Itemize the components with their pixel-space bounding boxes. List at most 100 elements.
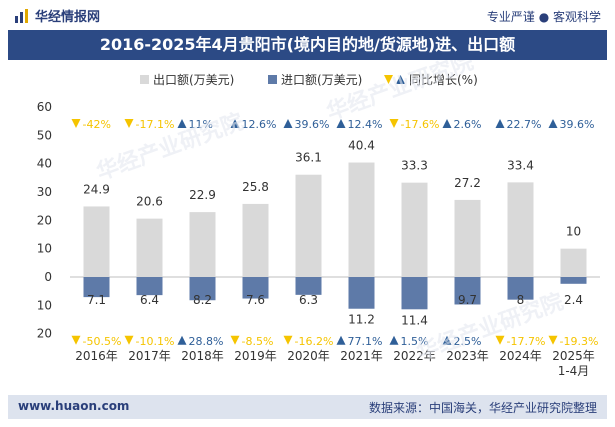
growth-down-icon bbox=[230, 335, 240, 345]
data-labels: 24.9 7.1 20.6 6.4 22.9 8.2 25.8 7.6 36.1 6.3 40.4 1… bbox=[83, 139, 583, 328]
export-growth-label: 12.4% bbox=[348, 118, 383, 131]
chart: 出口额(万美元) 进口额(万美元) 同比增长(%) 6050403020100102… bbox=[37, 60, 600, 378]
y-tick-label: 50 bbox=[37, 128, 52, 142]
growth-up-icon bbox=[336, 119, 346, 128]
growth-down-icon bbox=[389, 119, 399, 128]
y-tick-label: 0 bbox=[44, 270, 52, 284]
y-tick-label: 40 bbox=[37, 157, 52, 171]
import-bar bbox=[83, 277, 110, 298]
import-bar bbox=[295, 277, 322, 295]
y-tick-label: 20 bbox=[37, 327, 52, 341]
footer-source: 数据来源：中国海关，华经产业研究院整理 bbox=[368, 401, 597, 415]
export-bar bbox=[295, 174, 322, 277]
export-growth-label: -42% bbox=[83, 118, 111, 131]
import-value-label: 11.2 bbox=[348, 313, 375, 327]
import-growth-label: 77.1% bbox=[348, 335, 383, 348]
export-bar bbox=[189, 212, 216, 277]
chart-title: 2016-2025年4月贵阳市(境内目的地/货源地)进、出口额 bbox=[8, 30, 607, 60]
export-bar bbox=[242, 203, 269, 277]
y-tick-label: 30 bbox=[37, 185, 52, 199]
export-growth-label: -17.1% bbox=[136, 118, 175, 131]
legend-label-import: 进口额(万美元) bbox=[281, 73, 362, 87]
legend-label-export: 出口额(万美元) bbox=[153, 73, 234, 87]
import-growth-label: -50.5% bbox=[83, 335, 122, 348]
x-tick-label: 1-4月 bbox=[558, 364, 590, 378]
legend: 出口额(万美元) 进口额(万美元) 同比增长(%) bbox=[140, 73, 478, 87]
x-axis: 2016年 2017年 2018年 2019年 2020年 2021年 2022年 2023年… bbox=[75, 349, 595, 378]
footer-url[interactable]: www.huaon.com bbox=[18, 399, 130, 413]
growth-up-icon bbox=[442, 335, 452, 345]
import-bar bbox=[242, 277, 269, 299]
import-value-label: 8 bbox=[517, 293, 525, 307]
growth-down-icon bbox=[548, 335, 558, 345]
brand-name: 华经情报网 bbox=[35, 10, 101, 25]
y-tick-label: 10 bbox=[37, 298, 52, 312]
import-bar bbox=[454, 277, 481, 305]
footer: www.huaon.com 数据来源：中国海关，华经产业研究院整理 bbox=[8, 395, 607, 419]
import-growth-label: -8.5% bbox=[242, 335, 274, 348]
import-growth-label: -17.7% bbox=[507, 335, 546, 348]
export-value-label: 40.4 bbox=[348, 139, 375, 153]
y-tick-label: 20 bbox=[37, 213, 52, 227]
import-value-label: 9.7 bbox=[458, 293, 477, 307]
export-bar bbox=[454, 199, 481, 277]
bars bbox=[83, 162, 587, 310]
x-tick-label: 2023年 bbox=[446, 349, 489, 363]
export-growth-label: 2.6% bbox=[454, 118, 482, 131]
x-tick-label: 2020年 bbox=[287, 349, 330, 363]
export-growth-label: 22.7% bbox=[507, 118, 542, 131]
import-growth-label: -16.2% bbox=[295, 335, 334, 348]
growth-down-icon bbox=[124, 335, 134, 345]
import-growth-label: -10.1% bbox=[136, 335, 175, 348]
watermark-text: 华经产业研究院 bbox=[323, 60, 477, 126]
legend-label-growth: 同比增长(%) bbox=[409, 73, 478, 87]
export-growth-label: 39.6% bbox=[295, 118, 330, 131]
legend-swatch-down bbox=[384, 75, 393, 84]
import-value-label: 2.4 bbox=[564, 293, 583, 307]
import-bar bbox=[136, 277, 163, 296]
export-value-label: 25.8 bbox=[242, 180, 269, 194]
import-value-label: 11.4 bbox=[401, 313, 428, 327]
export-bar bbox=[560, 248, 587, 277]
brand-logo[interactable]: 华经情报网 bbox=[14, 6, 100, 25]
export-bar bbox=[348, 162, 375, 277]
export-value-label: 36.1 bbox=[295, 151, 322, 165]
import-growth-label: 2.5% bbox=[454, 335, 482, 348]
import-value-label: 8.2 bbox=[193, 293, 212, 307]
growth-up-icon bbox=[177, 335, 187, 345]
export-value-label: 24.9 bbox=[83, 182, 110, 196]
brand-logo-icon bbox=[15, 8, 28, 23]
export-value-label: 33.4 bbox=[507, 158, 534, 172]
import-bar bbox=[560, 277, 587, 284]
x-tick-label: 2022年 bbox=[393, 349, 436, 363]
growth-up-icon bbox=[283, 119, 293, 128]
import-growth-label: 28.8% bbox=[189, 335, 224, 348]
growth-up-icon bbox=[548, 119, 558, 128]
growth-down-icon bbox=[71, 119, 81, 128]
x-tick-label: 2019年 bbox=[234, 349, 277, 363]
import-value-label: 7.6 bbox=[246, 293, 265, 307]
x-tick-label: 2017年 bbox=[128, 349, 171, 363]
export-value-label: 27.2 bbox=[454, 176, 481, 190]
export-growth-label: -17.6% bbox=[401, 118, 440, 131]
x-tick-label: 2025年 bbox=[552, 349, 595, 363]
tagline: 专业严谨 ● 客观科学 bbox=[486, 10, 601, 24]
legend-swatch-import bbox=[268, 75, 277, 84]
x-tick-label: 2018年 bbox=[181, 349, 224, 363]
watermark-text: 华经产业研究院 bbox=[413, 289, 567, 366]
growth-up-icon bbox=[442, 119, 452, 128]
export-bar bbox=[507, 182, 534, 277]
import-bar bbox=[348, 277, 375, 309]
growth-down-icon bbox=[71, 335, 81, 345]
export-growth-label: 12.6% bbox=[242, 118, 277, 131]
export-value-label: 20.6 bbox=[136, 195, 163, 209]
top-bar: 华经情报网 专业严谨 ● 客观科学 bbox=[0, 0, 615, 30]
growth-up-icon bbox=[336, 335, 346, 345]
growth-labels: -42% -50.5% -17.1% -10.1% 11% 28.8% 12.6% -8.5%… bbox=[71, 118, 598, 348]
legend-swatch-up bbox=[396, 75, 405, 84]
x-tick-label: 2021年 bbox=[340, 349, 383, 363]
growth-up-icon bbox=[389, 335, 399, 345]
growth-down-icon bbox=[124, 119, 134, 128]
export-value-label: 22.9 bbox=[189, 188, 216, 202]
